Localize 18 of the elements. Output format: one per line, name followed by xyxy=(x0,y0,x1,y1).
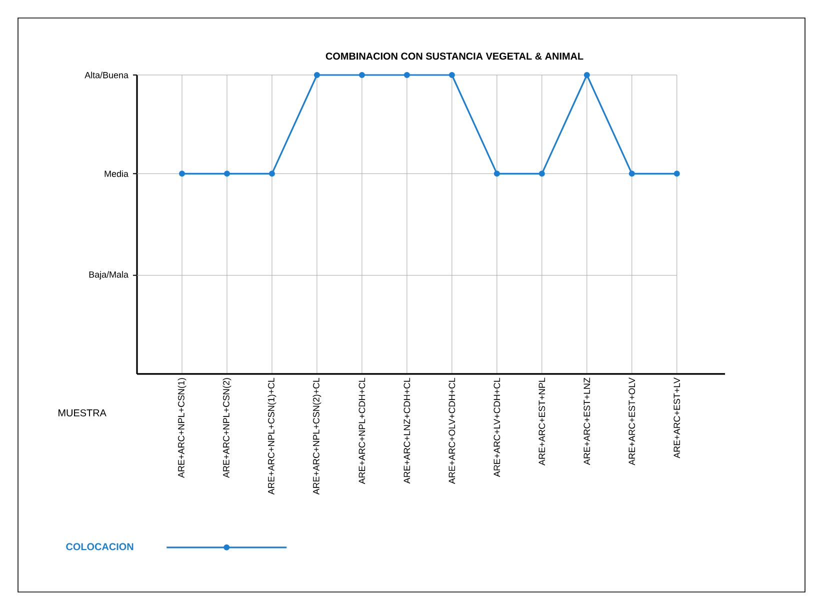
x-tick-label: ARE+ARC+EST+LNZ xyxy=(584,378,590,465)
x-tick-label: ARE+ARC+NPL+CSN(1) xyxy=(178,378,186,478)
x-tick-label: ARE+ARC+NPL+CSN(2) xyxy=(222,378,232,478)
x-tick-label: ARE+ARC+EST+NPL xyxy=(538,378,546,466)
x-axis-title: MUESTRA xyxy=(58,409,106,416)
x-tick-label: ARE+ARC+NPL+CSN(2)+CL xyxy=(312,378,322,495)
ref-line-label: Media xyxy=(104,170,128,177)
x-tick-label: ARE+ARC+LNZ+CDH+CL xyxy=(404,378,410,484)
ref-line-label: Baja/Mala xyxy=(89,271,128,280)
x-tick-label: ARE+ARC+EST+OLV xyxy=(628,378,636,466)
x-tick-label: ARE+ARC+LV+CDH+CL xyxy=(494,378,500,477)
x-tick-label: ARE+ARC+OLV+CDH+CL xyxy=(448,378,456,484)
chart-title: COMBINACION CON SUSTANCIA VEGETAL & ANIMAL xyxy=(326,52,584,60)
x-tick-label: ARE+ARC+NPL+CSN(1)+CL xyxy=(268,378,276,495)
text: COLOCACION xyxy=(66,543,134,550)
x-tick-label: ARE+ARC+EST+LV xyxy=(674,378,680,458)
ref-line-label: Alta/Buena xyxy=(84,72,128,78)
x-tick-label: ARE+ARC+NPL+CDH+CL xyxy=(358,378,366,484)
